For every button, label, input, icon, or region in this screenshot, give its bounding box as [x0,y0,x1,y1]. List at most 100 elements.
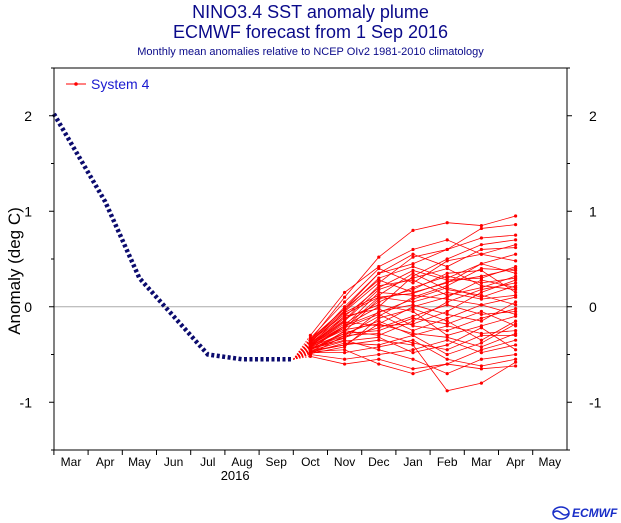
ensemble-point [514,266,518,271]
ensemble-point [479,333,483,337]
ensemble-point [308,338,312,342]
ensemble-point [308,350,312,354]
ensemble-point [479,290,483,295]
ensemble-point [479,223,483,228]
ensemble-point [514,259,518,263]
ensemble-point [514,338,518,342]
ensemble-point [445,316,449,320]
ensemble-point [343,300,347,304]
ensemble-connector [292,335,311,360]
x-tick-label: May [128,455,151,469]
x-tick-label: Aug [231,455,252,469]
ensemble-point [445,343,449,347]
ensemble-point [479,252,483,256]
y-tick-label-left: 2 [24,108,32,124]
ensemble-point [411,281,415,285]
ensemble-point [445,221,449,225]
ensemble-point [377,295,381,299]
ensemble-point [445,290,449,295]
ensemble-point [377,331,381,336]
ensemble-point [514,233,518,237]
ensemble-point [479,243,483,247]
ensemble-point [514,331,518,336]
y-tick-label-left: -1 [20,394,33,410]
ensemble-point [479,309,483,314]
ensemble-point [445,276,449,280]
x-tick-label: Jan [403,455,422,469]
ensemble-point [445,335,449,339]
ensemble-point [514,303,518,307]
ensemble-point [343,350,347,355]
ensemble-point [514,300,518,304]
y-tick-label-right: 1 [589,203,597,219]
ensemble-point [343,326,347,330]
ensemble-point [377,322,381,326]
ensemble-point [411,338,415,342]
ensemble-point [479,312,483,316]
ensemble-point [445,309,449,314]
ensemble-point [411,319,415,323]
ensemble-point [479,262,483,266]
ensemble-point [514,309,518,314]
ensemble-point [514,312,518,316]
ensemble-point [411,324,415,328]
ensemble-point [479,348,483,352]
ensemble-point [343,336,347,340]
ensemble-connector [293,339,311,360]
ensemble-point [514,348,518,352]
ensemble-point [411,341,415,345]
ensemble-point [514,290,518,295]
legend-swatch-point [74,82,78,86]
ensemble-point [514,284,518,288]
ensemble-point [445,338,449,342]
ensemble-point [377,362,381,366]
ensemble-point [514,307,518,311]
ensemble-point [514,364,518,368]
ensemble-point [514,295,518,299]
ensemble-point [445,259,449,263]
ensemble-point [445,329,449,333]
series-group [51,112,518,393]
x-tick-label: Apr [96,455,115,469]
ensemble-point [479,286,483,290]
ensemble-point [377,357,381,361]
ensemble-point [377,316,381,320]
ensemble-point [377,287,381,292]
ensemble-point [445,293,449,297]
ensemble-point [411,348,415,352]
y-axis-label: Anomaly (deg C) [5,207,24,335]
ensemble-point [445,297,449,301]
ensemble-point [479,381,483,385]
y-tick-label-right: -1 [589,394,602,410]
ensemble-point [479,326,483,330]
ensemble-point [445,372,449,376]
ensemble-point [445,322,449,326]
ensemble-point [411,300,415,304]
ensemble-point [377,284,381,288]
ensemble-point [479,303,483,307]
ensemble-point [479,341,483,345]
ensemble-point [377,276,381,280]
ensemble-point [377,310,381,315]
ensemble-point [411,309,415,314]
ensemble-point [411,367,415,371]
ensemble-point [479,350,483,355]
ensemble-point [411,331,415,336]
ecmwf-logo-text: ECMWF [572,506,618,520]
x-tick-label: May [538,455,561,469]
ensemble-connector [293,345,311,360]
axes-group: -1 -1 0 0 1 1 2 2 Mar Apr May Jun Jul Aug Sep Oct Nov Dec… [5,67,602,483]
ensemble-point [377,352,381,357]
ensemble-point [445,265,449,269]
ensemble-point [343,357,347,361]
ensemble-point [411,307,415,311]
ensemble-point [514,252,518,256]
ensemble-point [514,274,518,278]
x-tick-label: Jun [164,455,183,469]
ensemble-point [445,300,449,304]
chart-title-2: ECMWF forecast from 1 Sep 2016 [172,22,449,42]
ensemble-point [377,300,381,304]
x-tick-label: Dec [368,455,389,469]
x-tick-label: Apr [506,455,525,469]
